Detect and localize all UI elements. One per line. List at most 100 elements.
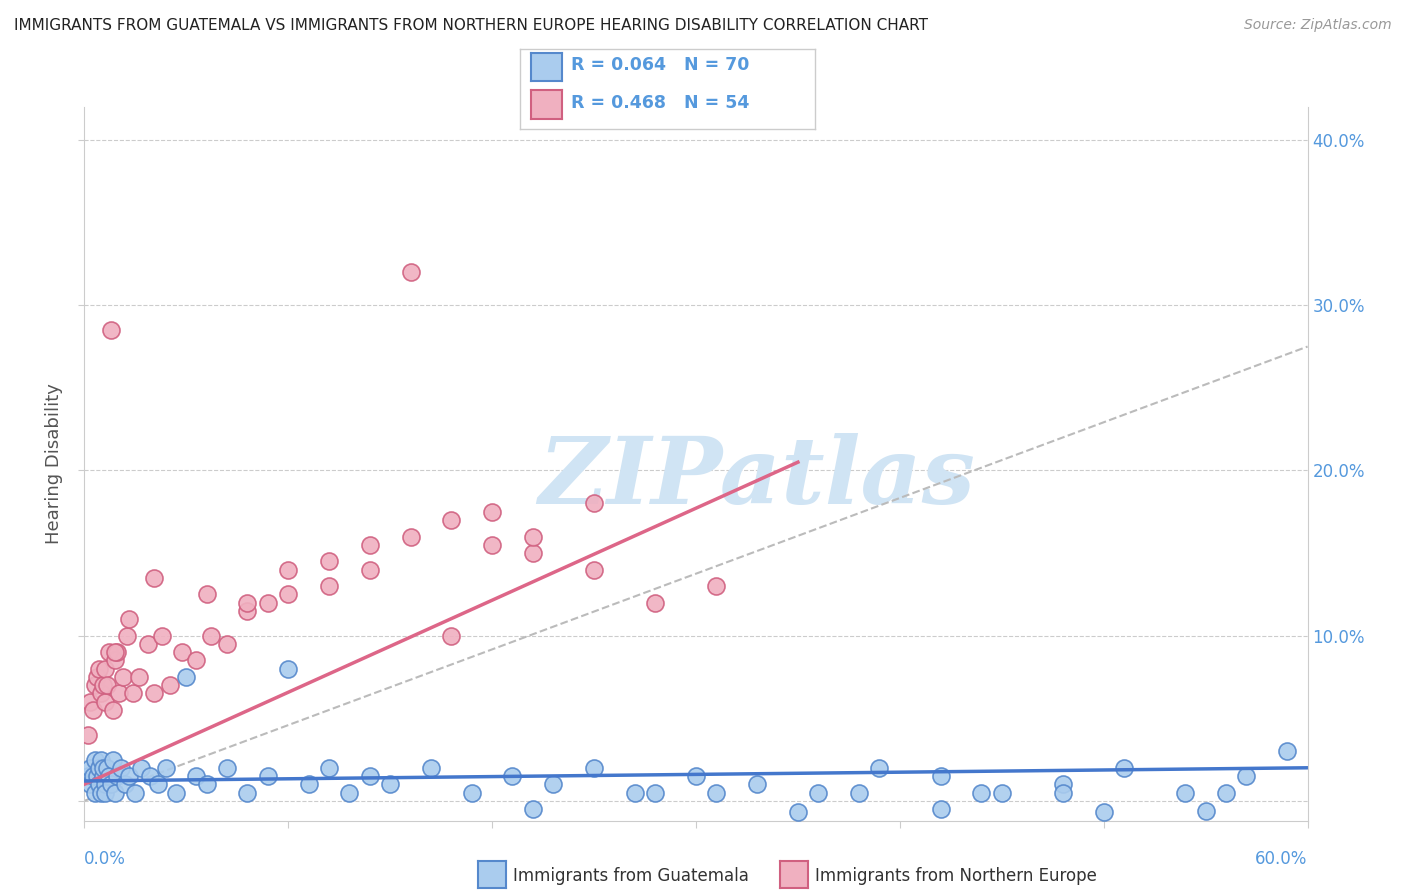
Point xyxy=(380,777,402,791)
Point xyxy=(747,777,769,791)
Point xyxy=(91,769,114,783)
Point xyxy=(929,802,952,816)
Point xyxy=(257,596,280,610)
Point xyxy=(481,538,503,552)
Point xyxy=(195,777,218,791)
Point xyxy=(583,761,606,775)
Point xyxy=(236,604,259,618)
Point xyxy=(543,777,565,791)
Point xyxy=(136,637,159,651)
Point xyxy=(122,686,145,700)
Text: R = 0.064   N = 70: R = 0.064 N = 70 xyxy=(571,56,749,74)
Point xyxy=(359,538,381,552)
Point xyxy=(87,761,110,775)
Point xyxy=(93,777,117,791)
Point xyxy=(114,777,136,791)
Point xyxy=(104,786,127,800)
Point xyxy=(159,678,181,692)
Point xyxy=(101,703,124,717)
Point xyxy=(83,678,105,692)
Point xyxy=(522,546,544,560)
Point xyxy=(481,505,503,519)
Text: Immigrants from Northern Europe: Immigrants from Northern Europe xyxy=(815,867,1097,885)
Point xyxy=(79,777,101,791)
Point xyxy=(644,596,666,610)
Point xyxy=(277,587,299,601)
Point xyxy=(100,323,122,337)
Point xyxy=(583,563,606,577)
Point xyxy=(236,596,259,610)
Point xyxy=(1277,744,1299,758)
Point xyxy=(318,761,340,775)
Point xyxy=(807,786,830,800)
Point xyxy=(91,678,114,692)
Point xyxy=(91,761,114,775)
Point xyxy=(399,529,422,543)
Point xyxy=(104,645,127,659)
Point xyxy=(172,645,194,659)
Point xyxy=(79,761,101,775)
Point xyxy=(97,645,120,659)
Point xyxy=(86,769,108,783)
Point xyxy=(929,769,952,783)
Point xyxy=(522,529,544,543)
Point xyxy=(1052,777,1074,791)
Text: Source: ZipAtlas.com: Source: ZipAtlas.com xyxy=(1244,18,1392,32)
Point xyxy=(624,786,647,800)
Point xyxy=(787,805,810,820)
Point xyxy=(93,695,117,709)
Point xyxy=(104,653,127,667)
Point xyxy=(970,786,993,800)
Text: ZIPatlas: ZIPatlas xyxy=(538,434,976,523)
Point xyxy=(165,786,187,800)
Point xyxy=(96,761,118,775)
Point xyxy=(186,653,208,667)
Point xyxy=(105,769,128,783)
Text: R = 0.468   N = 54: R = 0.468 N = 54 xyxy=(571,94,749,112)
Point xyxy=(848,786,870,800)
Point xyxy=(200,629,222,643)
Point xyxy=(93,786,117,800)
Point xyxy=(583,496,606,510)
Point xyxy=(82,703,104,717)
Y-axis label: Hearing Disability: Hearing Disability xyxy=(45,384,63,544)
Point xyxy=(522,802,544,816)
Point xyxy=(90,686,112,700)
Point xyxy=(83,786,105,800)
Point xyxy=(83,752,105,766)
Point xyxy=(298,777,321,791)
Point xyxy=(502,769,524,783)
Point xyxy=(101,752,124,766)
Point xyxy=(86,670,108,684)
Point xyxy=(100,777,122,791)
Point xyxy=(440,629,463,643)
Point xyxy=(115,629,138,643)
Point xyxy=(82,769,104,783)
Point xyxy=(440,513,463,527)
Point xyxy=(90,752,112,766)
Point xyxy=(1092,805,1115,820)
Point xyxy=(869,761,891,775)
Point xyxy=(359,563,381,577)
Point xyxy=(124,786,146,800)
Point xyxy=(105,645,128,659)
Point xyxy=(217,637,239,651)
Text: 60.0%: 60.0% xyxy=(1256,850,1308,869)
Point xyxy=(217,761,239,775)
Point xyxy=(186,769,208,783)
Point xyxy=(87,662,110,676)
Point xyxy=(644,786,666,800)
Point xyxy=(1174,786,1197,800)
Point xyxy=(97,769,120,783)
Point xyxy=(318,579,340,593)
Point xyxy=(257,769,280,783)
Point xyxy=(195,587,218,601)
Point xyxy=(90,786,112,800)
Point xyxy=(131,761,153,775)
Point xyxy=(277,563,299,577)
Point xyxy=(1215,786,1237,800)
Point xyxy=(146,777,169,791)
Point xyxy=(1236,769,1258,783)
Point xyxy=(359,769,381,783)
Point xyxy=(1195,804,1218,818)
